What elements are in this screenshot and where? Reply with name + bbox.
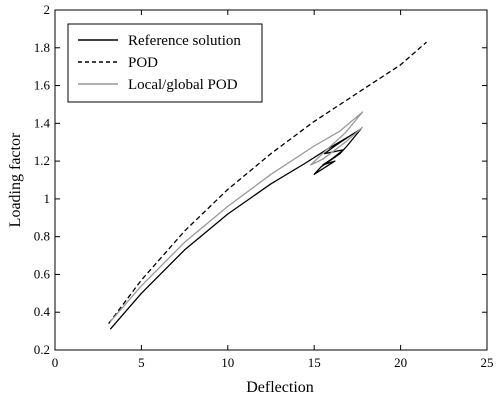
x-tick-label: 5 (138, 355, 145, 370)
x-tick-label: 20 (394, 355, 407, 370)
y-tick-label: 1.4 (34, 115, 51, 130)
y-tick-label: 2 (44, 2, 51, 17)
y-tick-label: 1.6 (34, 78, 51, 93)
y-tick-label: 0.2 (34, 342, 50, 357)
plot-frame (54, 9, 488, 351)
y-tick-label: 1 (44, 191, 51, 206)
x-tick-label: 0 (52, 355, 59, 370)
series-layer (108, 41, 427, 330)
series-line-pod (108, 41, 427, 324)
x-axis-label: Deflection (246, 379, 314, 396)
y-tick-label: 0.6 (34, 266, 51, 281)
y-tick-label: 0.8 (34, 229, 50, 244)
legend-label-pod: POD (128, 55, 158, 71)
y-tick-label: 0.4 (34, 304, 51, 319)
axis-ticks: 0 5 10 15 20 25 0.2 0.4 0.6 0.8 1 1.2 1.4 1.6 1.8 2 (34, 2, 494, 370)
legend-box (67, 23, 263, 103)
x-tick-label: 10 (221, 355, 234, 370)
x-tick-label: 15 (308, 355, 321, 370)
x-tick-label: 25 (481, 355, 494, 370)
legend-label-reference: Reference solution (128, 33, 241, 49)
series-line-local-global-pod (109, 111, 364, 323)
legend-label-local-global-pod: Local/global POD (128, 77, 238, 93)
y-axis-label: Loading factor (7, 132, 24, 227)
y-tick-label: 1.2 (34, 153, 50, 168)
legend: Reference solution POD Local/global POD (67, 23, 263, 103)
series-line-reference (109, 128, 362, 330)
y-tick-label: 1.8 (34, 40, 50, 55)
